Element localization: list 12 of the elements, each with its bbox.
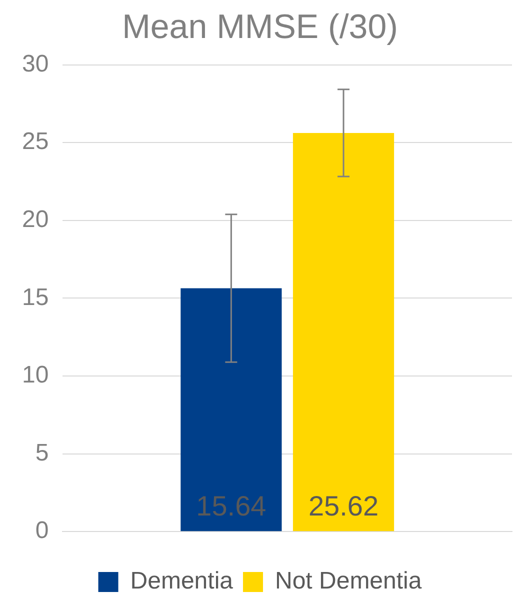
y-tick-label: 20 — [22, 206, 49, 234]
data-label: 15.64 — [196, 490, 266, 522]
y-tick-label: 5 — [35, 439, 49, 466]
y-tick-label: 0 — [35, 517, 49, 544]
y-tick-label: 10 — [22, 362, 49, 389]
data-label: 25.62 — [308, 490, 379, 522]
legend-label: Not Dementia — [274, 568, 422, 595]
legend-label: Dementia — [130, 568, 234, 595]
y-tick-label: 25 — [22, 128, 49, 156]
y-tick-label: 15 — [22, 284, 49, 311]
chart-title: Mean MMSE (/30) — [122, 8, 398, 46]
y-tick-label: 30 — [22, 50, 49, 78]
